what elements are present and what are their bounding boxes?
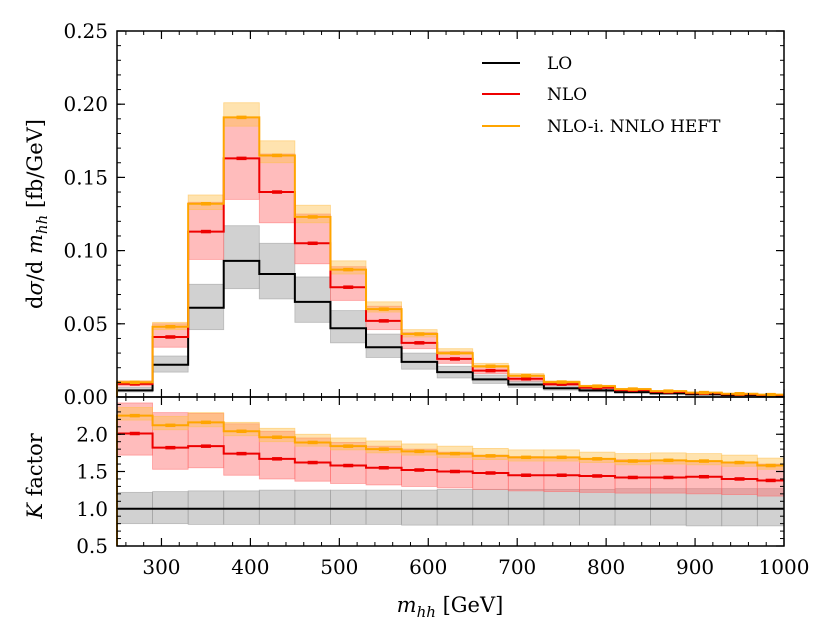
bottom-band-0-bin-10 [472, 488, 509, 526]
top-band-2-bin-4 [258, 140, 296, 164]
bottom-band-2-bin-10 [472, 448, 509, 460]
bottom-line-nlo-i-nnlo-heft [116, 414, 784, 546]
xtick-label-4: 700 [498, 555, 536, 579]
bottom-band-0-bin-1 [152, 491, 189, 525]
xlabel-unit: [GeV] [436, 593, 503, 617]
top-lines [116, 115, 784, 397]
bottom-band-0-bin-12 [543, 488, 580, 526]
top-line-lo [116, 259, 784, 397]
ylabel-unit: [fb/GeV] [23, 119, 47, 215]
bottom-band-2-bin-6 [330, 437, 367, 451]
bottom-line-nlo [116, 432, 784, 546]
bottom-band-2-bin-4 [258, 427, 296, 443]
ylabel-slash: /d [23, 254, 47, 281]
xtick-label-2: 500 [320, 555, 358, 579]
legend-label-lo: LO [547, 54, 572, 74]
top-band-2-bin-5 [294, 204, 331, 224]
bottom-band-2-bin-15 [650, 452, 687, 465]
xlabel-m: m [397, 593, 417, 617]
bottom-band-0-bin-11 [507, 488, 545, 526]
bottom-band-0-bin-18 [756, 488, 785, 527]
bottom-y-axis-label: K factor [23, 432, 47, 520]
xtick-label-7: 1000 [759, 555, 810, 579]
bottom-band-2-bin-0 [116, 407, 153, 421]
top-ytick-label-4: 0.20 [63, 92, 108, 116]
bottom-band-2-bin-17 [721, 454, 758, 467]
bottom-band-1-bin-5 [294, 437, 331, 482]
xtick-label-1: 400 [231, 555, 269, 579]
bottom-band-2-bin-9 [436, 445, 474, 458]
top-ytick-label-0: 0.00 [63, 385, 108, 409]
bottom-panel: 0.5 1.0 1.5 2.0 300 400 500 600 700 800 900 1000 K … [23, 396, 810, 621]
bottom-band-0-bin-5 [294, 489, 331, 525]
xtick-label-0: 300 [142, 555, 180, 579]
bottom-band-2-bin-3 [223, 421, 260, 437]
bottom-band-2-bin-16 [685, 453, 723, 466]
bottom-band-0-bin-8 [401, 489, 438, 526]
bottom-ytick-label-3: 2.0 [76, 422, 108, 446]
bottom-band-0-bin-13 [579, 488, 616, 526]
top-band-0-bin-4 [258, 242, 296, 300]
bottom-band-0-bin-15 [650, 488, 687, 526]
top-panel: 0.00 0.05 0.10 0.15 0.20 0.25 dσ/d mhh [fb/Ge… [23, 19, 785, 409]
bottom-band-2-bin-2 [187, 412, 225, 428]
bottom-band-2-bin-18 [756, 457, 785, 470]
xlabel-sub: hh [417, 603, 436, 621]
top-ticks: 0.00 0.05 0.10 0.15 0.20 0.25 [63, 19, 785, 409]
top-band-0-bin-6 [330, 310, 367, 344]
bottom-band-0-bin-6 [330, 489, 367, 525]
bottom-band-0-bin-7 [365, 489, 402, 525]
top-ytick-label-1: 0.05 [63, 312, 108, 336]
bottom-lines [116, 413, 784, 546]
top-y-axis-label: dσ/d mhh [fb/GeV] [23, 119, 51, 309]
xtick-label-5: 800 [587, 555, 625, 579]
bottom-band-1-bin-4 [258, 430, 296, 480]
bottom-ytick-label-2: 1.5 [76, 460, 108, 484]
bottom-band-2-bin-5 [294, 433, 331, 447]
top-ytick-label-2: 0.10 [63, 239, 108, 263]
top-band-0-bin-7 [365, 333, 402, 358]
top-band-0-bin-3 [223, 225, 260, 290]
x-axis-label: mhh [GeV] [397, 593, 504, 621]
top-ytick-label-3: 0.15 [63, 165, 108, 189]
bottom-ytick-label-1: 1.0 [76, 497, 108, 521]
bottom-band-0-bin-9 [436, 488, 474, 526]
xtick-label-6: 900 [676, 555, 714, 579]
bottom-band-2-bin-14 [614, 453, 652, 466]
ylabel-sub: hh [33, 215, 51, 234]
bottom-band-2-bin-8 [401, 443, 438, 456]
ylabel-sigma: σ [23, 281, 47, 296]
top-band-2-bin-6 [330, 260, 367, 275]
bottom-band-1-bin-1 [152, 412, 189, 470]
bottom-band-0-bin-2 [187, 490, 225, 525]
bottom-plot-frame [116, 396, 785, 547]
bottom-band-0-bin-3 [223, 490, 260, 525]
bottom-band-0-bin-14 [614, 488, 652, 526]
ylabel-factor: factor [23, 432, 47, 503]
top-band-0-bin-5 [294, 276, 331, 323]
top-band-2-bin-3 [223, 102, 260, 127]
ylabel-k: K [23, 502, 47, 520]
ylabel-d: d [23, 296, 47, 309]
bottom-line-lo [116, 507, 784, 546]
top-band-1-bin-4 [258, 153, 296, 224]
bottom-band-2-bin-7 [365, 440, 402, 454]
legend: LO NLO NLO-i. NNLO HEFT [482, 54, 721, 137]
bottom-band-2-bin-11 [507, 449, 545, 462]
bottom-ytick-label-0: 0.5 [76, 534, 108, 558]
bottom-band-2-bin-12 [543, 449, 580, 462]
legend-label-nlo: NLO [547, 85, 587, 105]
xtick-label-3: 600 [409, 555, 447, 579]
top-line-nlo-i-nnlo-heft [116, 116, 784, 397]
bottom-band-2-bin-1 [152, 415, 189, 431]
ylabel-m: m [23, 234, 47, 254]
bottom-band-1-bin-6 [330, 442, 367, 484]
bottom-band-0-bin-4 [258, 489, 296, 525]
legend-label-nnlo: NLO-i. NNLO HEFT [547, 117, 721, 137]
top-ytick-label-5: 0.25 [63, 19, 108, 43]
